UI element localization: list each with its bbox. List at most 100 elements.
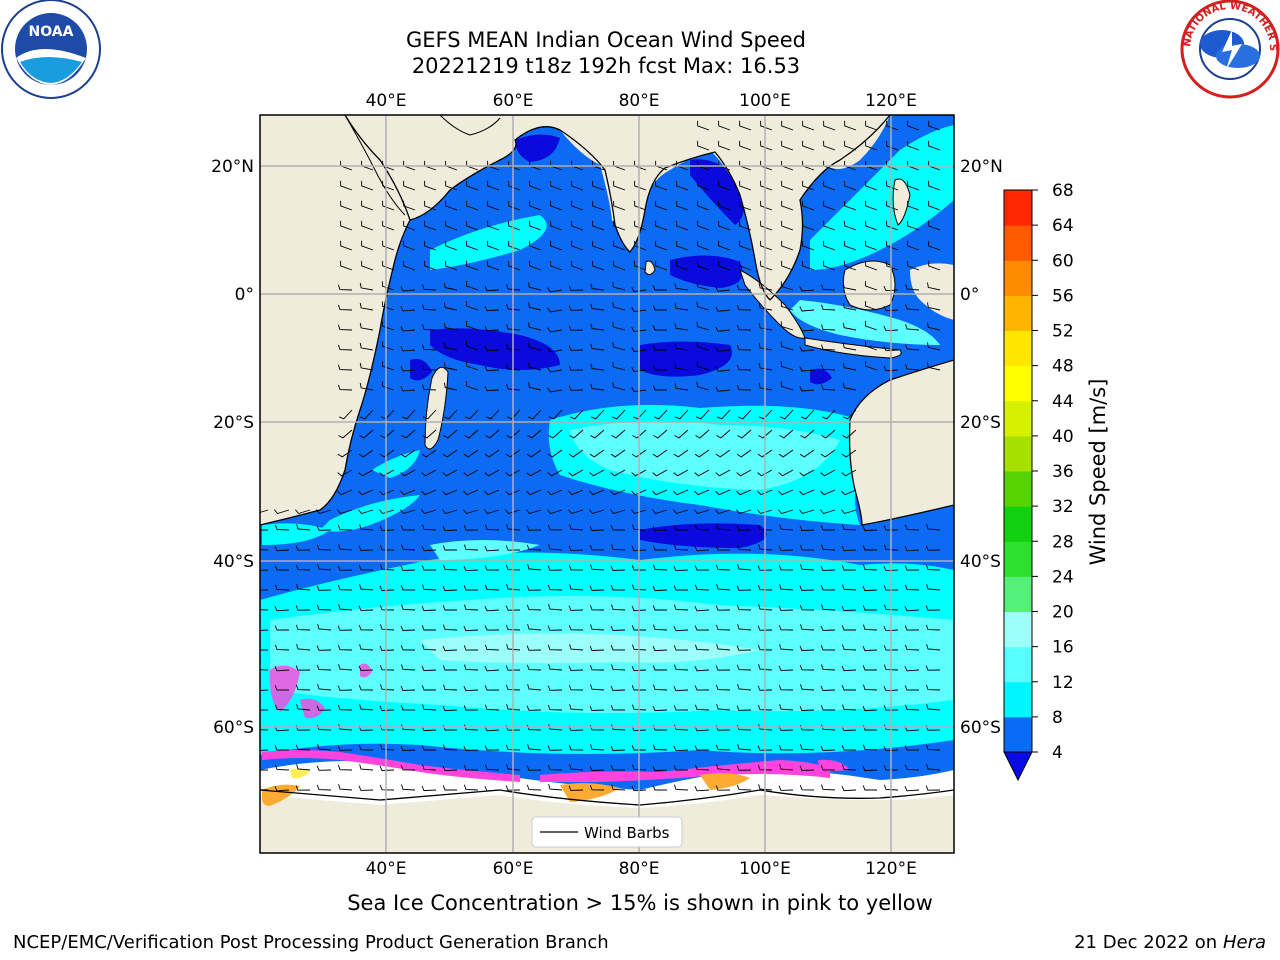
wind-barb: [862, 665, 877, 671]
wind-barb: [673, 509, 689, 515]
wind-barb: [568, 744, 584, 751]
wind-barb: [379, 585, 395, 591]
wind-barb: [484, 325, 500, 332]
wind-barb: [760, 140, 773, 151]
wind-barb: [422, 429, 437, 439]
wind-barb: [547, 685, 563, 691]
wind-barb: [445, 240, 458, 251]
wind-barb: [634, 180, 647, 191]
wind-barb: [675, 409, 689, 420]
wind-barb: [547, 625, 563, 631]
wind-barb: [676, 180, 689, 191]
wind-barb: [612, 362, 626, 371]
wind-barb: [799, 645, 815, 651]
wind-barb: [380, 684, 395, 691]
wind-barb: [421, 605, 437, 612]
wind-barb: [886, 180, 899, 191]
wind-barb: [694, 644, 710, 651]
land-india: [560, 115, 715, 252]
wind-barb: [463, 469, 479, 477]
wind-barb: [445, 180, 458, 191]
wind-barb: [655, 240, 668, 251]
wind-barb: [716, 644, 731, 651]
wind-barb: [715, 449, 731, 458]
wind-barb: [799, 469, 815, 477]
wind-barb: [715, 564, 731, 571]
wind-barb: [823, 200, 836, 211]
wind-barb: [844, 180, 857, 191]
wind-barb: [358, 564, 374, 571]
wind-barb: [547, 764, 563, 771]
wind-barb: [529, 260, 542, 271]
wind-barb: [400, 565, 416, 571]
wind-barb: [547, 489, 563, 496]
wind-barb: [547, 704, 563, 711]
wind-barb: [381, 281, 395, 291]
wind-barb: [883, 765, 899, 771]
wind-barb: [631, 326, 647, 333]
wind-barb: [886, 240, 899, 251]
lon-label-bottom-80E: 80°E: [619, 859, 660, 879]
wind-barb: [736, 304, 752, 311]
lon-label-bottom-100E: 100°E: [739, 859, 791, 879]
wind-barb: [886, 120, 899, 131]
wind-barb: [260, 569, 269, 571]
wind-barb: [694, 666, 710, 672]
wind-barb: [841, 785, 857, 792]
wind-barb: [422, 584, 437, 591]
wind-barb: [507, 409, 521, 420]
wind-barb: [421, 785, 437, 792]
wind-barb: [424, 240, 437, 251]
wind-barb: [379, 525, 395, 531]
wind-barb: [260, 649, 269, 651]
wind-barb: [547, 745, 563, 751]
wind-barb: [613, 200, 626, 211]
wind-barb: [715, 306, 731, 312]
wind-barb: [337, 745, 353, 751]
wind-barb: [612, 302, 626, 311]
wind-barb: [696, 341, 710, 351]
wind-barb: [778, 785, 794, 791]
wind-barb: [676, 260, 689, 271]
wind-barb: [526, 645, 542, 651]
lat-label-right-0: 0°: [960, 285, 979, 305]
wind-barb: [337, 704, 353, 711]
wind-barb: [779, 704, 794, 711]
wind-barb: [739, 240, 752, 251]
wind-barb: [592, 200, 605, 211]
wind-barb: [757, 449, 773, 458]
wind-barb: [926, 704, 941, 711]
wind-barb: [757, 524, 773, 531]
wind-barb: [820, 585, 836, 591]
wind-barb: [505, 449, 521, 458]
wind-barb: [841, 625, 856, 631]
wind-barb: [715, 366, 731, 372]
wind-barb: [757, 745, 773, 751]
wind-barb: [841, 489, 857, 496]
wind-barb: [715, 509, 731, 515]
wind-barb: [295, 564, 311, 571]
wind-barb: [739, 220, 752, 231]
wind-barb: [820, 509, 836, 515]
wind-barb: [442, 469, 458, 477]
wind-barb: [337, 364, 353, 371]
wind-barb: [610, 449, 626, 458]
wind-barb: [529, 200, 542, 211]
wind-barb: [674, 303, 689, 311]
wind-barb: [611, 429, 626, 439]
wind-barb: [802, 240, 815, 251]
wind-barb: [400, 625, 416, 631]
wind-barb: [592, 240, 605, 251]
wind-barb: [652, 705, 668, 712]
wind-barb: [611, 724, 626, 731]
wind-barb: [631, 286, 647, 293]
wind-band-cape: [262, 523, 330, 545]
wind-barb: [359, 282, 374, 291]
sea-ice-orange-3: [700, 773, 750, 790]
wind-barb: [274, 764, 290, 771]
wind-barb: [612, 282, 626, 291]
wind-barb: [592, 180, 605, 191]
wind-barb: [590, 323, 605, 331]
wind-barb: [778, 489, 794, 496]
colorbar-segment: [1004, 681, 1032, 718]
